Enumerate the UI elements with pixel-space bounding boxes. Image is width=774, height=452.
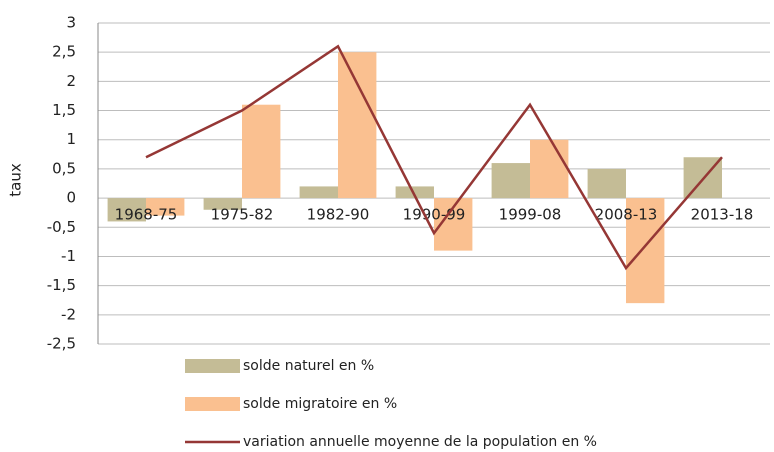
- bar: [242, 104, 281, 199]
- legend-label: variation annuelle moyenne de la populat…: [243, 434, 597, 450]
- bar: [338, 52, 377, 199]
- bar: [491, 163, 530, 199]
- x-tick-label: 1975-82: [211, 206, 274, 224]
- y-tick-label: -1: [61, 247, 76, 265]
- x-tick-label: 1982-90: [307, 206, 370, 224]
- bar: [626, 198, 665, 304]
- y-tick-label: 2,5: [52, 43, 76, 61]
- legend-label: solde migratoire en %: [243, 396, 397, 412]
- y-tick-label: 3: [66, 14, 76, 32]
- y-tick-label: 1,5: [52, 101, 76, 119]
- y-tick-label: 0: [66, 189, 76, 207]
- y-tick-label: 2: [66, 72, 76, 90]
- legend-label: solde naturel en %: [243, 358, 374, 374]
- bar: [203, 198, 242, 210]
- x-tick-label: 2013-18: [691, 206, 754, 224]
- x-tick-label: 1999-08: [499, 206, 562, 224]
- bar: [146, 198, 185, 216]
- x-tick-label: 1968-75: [115, 206, 178, 224]
- y-tick-label: -1,5: [47, 276, 76, 294]
- x-tick-label: 2008-13: [595, 206, 658, 224]
- bar: [299, 186, 338, 199]
- bar: [395, 186, 434, 199]
- bar: [107, 198, 146, 222]
- legend-swatch: [185, 359, 240, 373]
- legend-swatch: [185, 397, 240, 411]
- bar: [530, 139, 569, 199]
- y-axis-label: taux: [7, 163, 25, 197]
- x-tick-label: 1990-99: [403, 206, 466, 224]
- y-tick-label: -0,5: [47, 218, 76, 236]
- y-tick-label: -2: [61, 305, 76, 323]
- y-tick-label: -2,5: [47, 335, 76, 353]
- y-tick-label: 0,5: [52, 159, 76, 177]
- bar: [587, 168, 626, 199]
- y-tick-label: 1: [66, 130, 76, 148]
- line-series: [145, 44, 723, 271]
